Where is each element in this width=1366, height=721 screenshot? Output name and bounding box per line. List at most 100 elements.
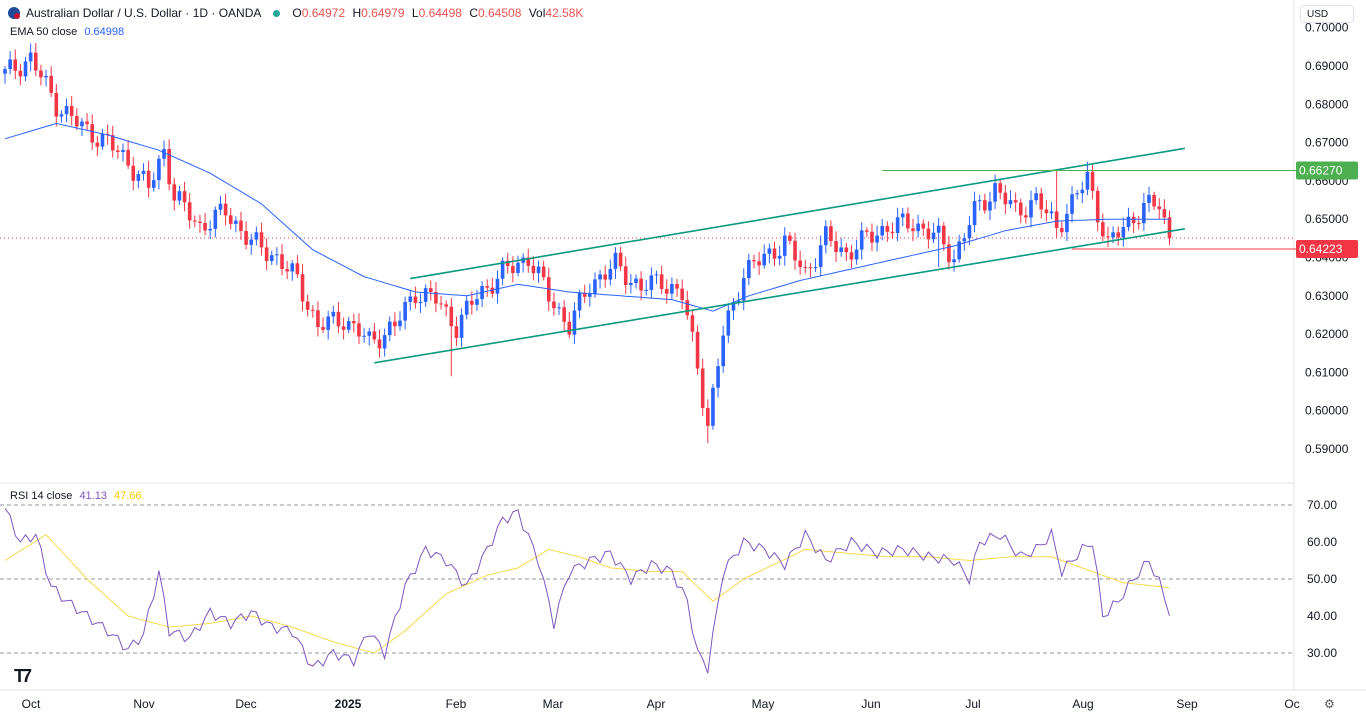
candle-body xyxy=(531,265,536,274)
time-tick-label: Oct xyxy=(22,697,41,711)
time-tick-label: Jul xyxy=(965,697,980,711)
close-value: 0.64508 xyxy=(477,6,522,20)
candle-body xyxy=(839,247,843,253)
candle-body xyxy=(13,59,18,71)
candle-body xyxy=(511,266,515,273)
candle-body xyxy=(223,203,228,216)
open-label: O xyxy=(292,6,302,20)
rsi-tick-label: 30.00 xyxy=(1307,646,1337,660)
channel-lower-line xyxy=(374,227,1186,364)
candle-body xyxy=(1049,211,1054,214)
candle-body xyxy=(1136,223,1141,225)
candle-body xyxy=(110,135,115,151)
candle-body xyxy=(1126,216,1131,228)
candle-body xyxy=(885,225,890,232)
candle-body xyxy=(1116,232,1121,238)
candle-body xyxy=(1111,232,1115,238)
candle-body xyxy=(911,228,915,232)
candle-body xyxy=(772,248,777,259)
candle-body xyxy=(264,247,269,261)
candle-body xyxy=(1044,209,1049,214)
candle-body xyxy=(1142,202,1146,224)
candle-body xyxy=(849,252,854,260)
candle-body xyxy=(1162,209,1167,218)
candle-body xyxy=(357,323,361,337)
candle-body xyxy=(234,220,238,224)
candle-body xyxy=(741,278,746,301)
candle-body xyxy=(316,310,320,328)
support-price-label: 0.64223 xyxy=(1299,242,1343,256)
candle-body xyxy=(500,260,505,279)
candle-body xyxy=(362,335,366,337)
candle-body xyxy=(3,69,7,74)
candle-body xyxy=(983,200,987,211)
candle-body xyxy=(290,263,295,272)
candle-body xyxy=(1157,206,1162,210)
price-tick-label: 0.70000 xyxy=(1305,21,1349,35)
candle-body xyxy=(182,191,187,203)
candle-body xyxy=(952,259,956,263)
price-tick-label: 0.61000 xyxy=(1305,365,1349,379)
candle-body xyxy=(1008,200,1013,205)
candle-body xyxy=(721,335,725,367)
candle-body xyxy=(618,252,623,267)
candle-body xyxy=(121,149,125,152)
ema50-line xyxy=(4,122,1170,312)
candle-body xyxy=(249,239,254,245)
time-tick-label: Sep xyxy=(1176,697,1198,711)
rsi-ma-line xyxy=(4,533,1170,654)
candle-body xyxy=(1059,228,1064,233)
candle-body xyxy=(813,267,818,269)
candle-body xyxy=(680,288,684,301)
candle-body xyxy=(824,226,828,246)
candle-body xyxy=(377,339,382,349)
candle-body xyxy=(1013,200,1018,203)
candle-body xyxy=(423,288,428,302)
candle-body xyxy=(670,284,674,294)
candle-body xyxy=(654,274,659,276)
candle-body xyxy=(916,223,920,232)
candle-body xyxy=(659,274,664,290)
candle-body xyxy=(834,241,838,253)
candle-body xyxy=(1167,217,1172,239)
currency-selector[interactable]: USD xyxy=(1300,5,1354,23)
candle-body xyxy=(829,226,833,242)
candle-body xyxy=(28,52,33,62)
candle-body xyxy=(228,215,233,224)
candle-body xyxy=(613,252,618,269)
ema-legend[interactable]: EMA 50 close 0.64998 xyxy=(10,26,124,38)
candle-body xyxy=(1121,227,1126,238)
candle-body xyxy=(798,260,802,268)
candle-body xyxy=(136,174,141,181)
candle-body xyxy=(1090,171,1095,191)
candle-body xyxy=(675,284,679,289)
candle-body xyxy=(428,288,433,292)
candle-body xyxy=(54,92,59,117)
candle-body xyxy=(706,408,710,426)
candle-body xyxy=(393,321,397,327)
candle-body xyxy=(593,279,597,294)
candle-body xyxy=(793,240,797,261)
candle-body xyxy=(803,267,808,269)
high-label: H xyxy=(352,6,362,20)
settings-gear-icon[interactable]: ⚙ xyxy=(1324,697,1335,711)
candle-body xyxy=(100,133,105,147)
rsi-legend[interactable]: RSI 14 close 41.13 47.66 xyxy=(10,490,142,502)
candle-body xyxy=(116,150,120,152)
candle-body xyxy=(957,241,961,260)
candle-body xyxy=(1080,189,1085,194)
price-tick-label: 0.59000 xyxy=(1305,442,1349,456)
resistance-price-label: 0.66270 xyxy=(1299,164,1343,178)
candle-body xyxy=(126,149,130,166)
candle-body xyxy=(552,301,556,309)
candle-body xyxy=(218,203,223,210)
candle-body xyxy=(90,124,95,143)
price-tick-label: 0.68000 xyxy=(1305,97,1349,111)
candle-body xyxy=(434,291,438,304)
candle-body xyxy=(900,213,905,218)
candle-body xyxy=(890,231,895,234)
candle-body xyxy=(788,235,792,241)
candle-body xyxy=(341,326,346,330)
candle-body xyxy=(439,303,443,305)
